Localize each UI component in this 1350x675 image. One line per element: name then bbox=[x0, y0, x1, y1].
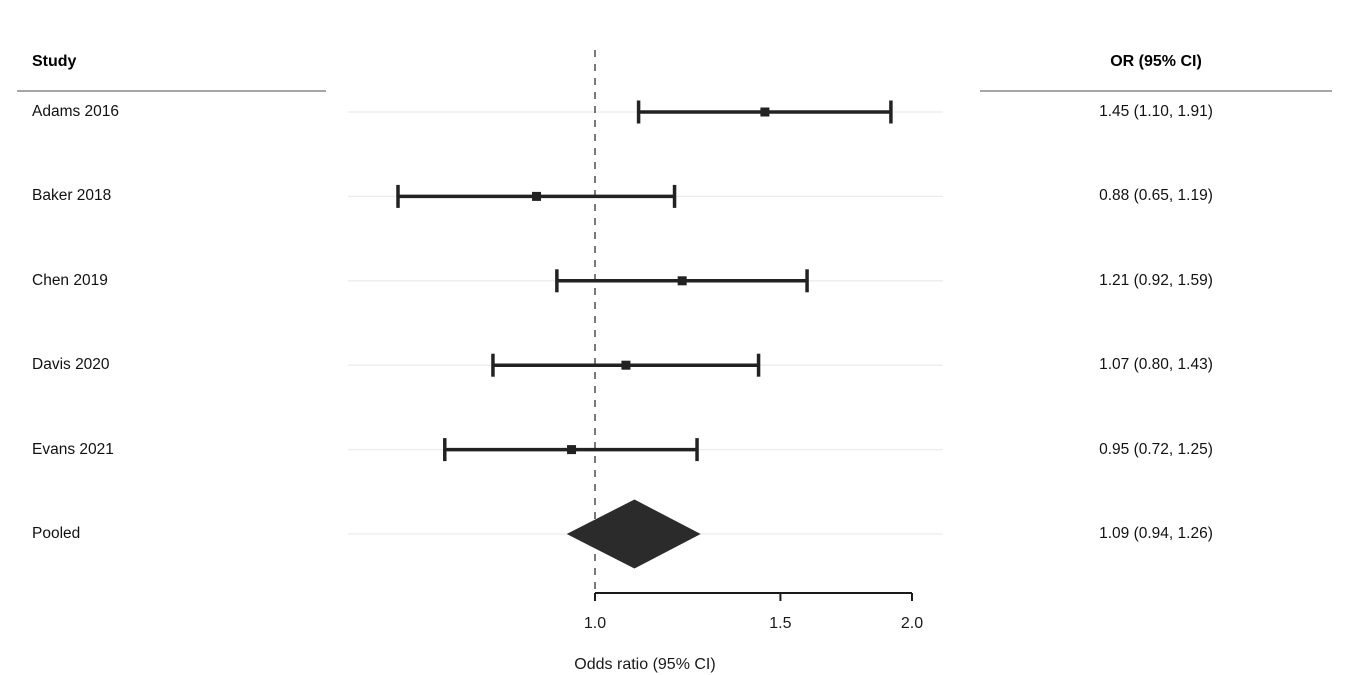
x-tick-label: 2.0 bbox=[900, 615, 924, 632]
point-estimate-marker bbox=[567, 445, 577, 455]
point-estimate-marker bbox=[621, 360, 631, 370]
study-column-header: Study bbox=[32, 53, 77, 70]
x-tick-label: 1.0 bbox=[583, 615, 607, 632]
point-estimate-marker bbox=[760, 107, 770, 117]
point-estimate-marker bbox=[532, 191, 542, 201]
or-value: 1.09 (0.94, 1.26) bbox=[1099, 525, 1213, 542]
study-label: Davis 2020 bbox=[32, 356, 110, 374]
x-tick-label: 1.5 bbox=[769, 615, 792, 632]
point-estimate-marker bbox=[677, 276, 687, 286]
study-header-rule bbox=[17, 90, 326, 92]
or-column-header: OR (95% CI) bbox=[1110, 53, 1202, 70]
x-axis-title: Odds ratio (95% CI) bbox=[574, 656, 716, 673]
study-label: Adams 2016 bbox=[32, 103, 120, 120]
study-label: Chen 2019 bbox=[32, 271, 108, 289]
or-value: 0.95 (0.72, 1.25) bbox=[1099, 440, 1213, 458]
or-header-rule bbox=[980, 90, 1332, 92]
study-label: Evans 2021 bbox=[32, 440, 114, 458]
or-value: 1.45 (1.10, 1.91) bbox=[1099, 103, 1213, 120]
study-label: Pooled bbox=[32, 525, 81, 542]
or-value: 1.21 (0.92, 1.59) bbox=[1099, 271, 1213, 289]
or-value: 1.07 (0.80, 1.43) bbox=[1099, 356, 1213, 374]
pooled-diamond bbox=[566, 499, 701, 569]
study-label: Baker 2018 bbox=[32, 187, 112, 205]
or-value: 0.88 (0.65, 1.19) bbox=[1099, 187, 1213, 205]
